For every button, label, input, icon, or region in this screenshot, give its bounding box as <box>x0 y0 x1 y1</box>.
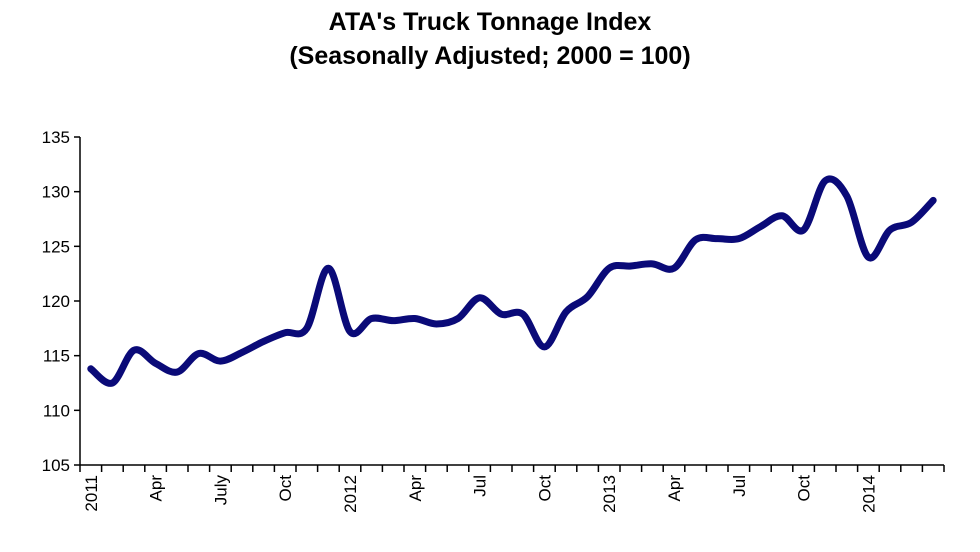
series-line <box>87 175 937 387</box>
chart-subtitle: (Seasonally Adjusted; 2000 = 100) <box>289 42 691 70</box>
x-tick-label: Oct <box>535 475 554 502</box>
y-tick-label: 125 <box>42 237 70 256</box>
x-tick-label: Jul <box>471 475 490 497</box>
y-tick-label: 135 <box>42 128 70 147</box>
y-tick-label: 120 <box>42 292 70 311</box>
chart-title: ATA's Truck Tonnage Index <box>328 8 652 36</box>
y-tick-label: 130 <box>42 183 70 202</box>
x-tick-label: Oct <box>795 475 814 502</box>
x-tick-label: Jul <box>730 475 749 497</box>
x-tick-label: 2011 <box>82 475 101 512</box>
x-tick-label: Apr <box>665 475 684 502</box>
y-tick-label: 115 <box>43 347 70 366</box>
x-tick-label: 2013 <box>600 475 619 513</box>
x-tick-label: Apr <box>147 475 166 502</box>
y-tick-label: 110 <box>43 401 70 420</box>
x-tick-label: July <box>211 475 230 506</box>
y-tick-label: 105 <box>42 456 70 475</box>
x-tick-label: Apr <box>406 475 425 502</box>
x-tick-label: 2014 <box>859 475 878 513</box>
x-tick-label: Oct <box>276 475 295 502</box>
x-tick-label: 2012 <box>341 475 360 513</box>
